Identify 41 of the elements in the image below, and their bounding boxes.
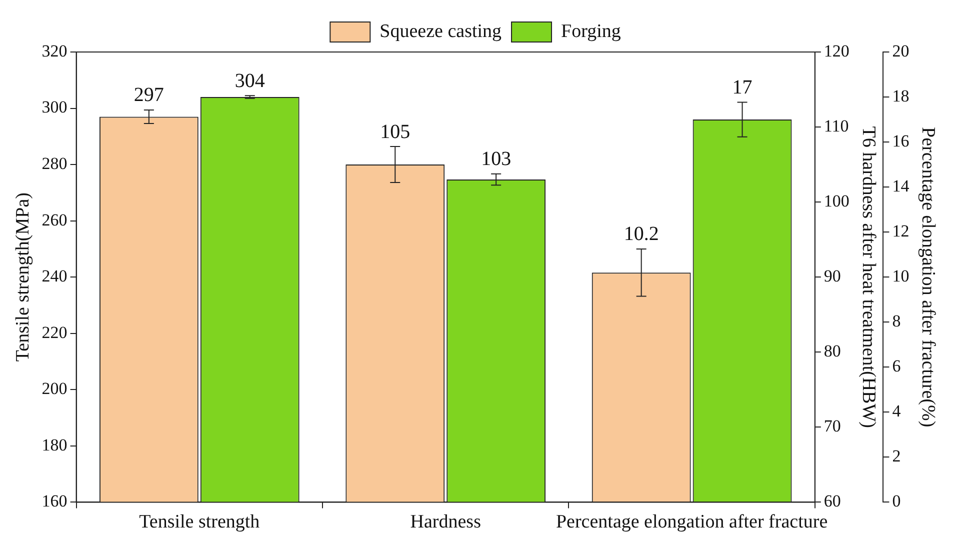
y3-tick-label: 12 — [892, 222, 910, 241]
data-label: 105 — [380, 120, 410, 143]
y-tick-label: 300 — [42, 98, 68, 117]
y3-tick-label: 2 — [892, 446, 901, 466]
y-tick-label: 220 — [42, 322, 68, 342]
y2-axis-title: T6 hardness after heat treatment(HBW) — [858, 126, 879, 428]
data-label: 17 — [732, 76, 752, 98]
legend-label: Squeeze casting — [380, 20, 502, 42]
x-tick-label: Hardness — [410, 512, 481, 533]
y2-tick-label: 80 — [824, 342, 841, 361]
y3-tick-label: 6 — [892, 356, 901, 376]
y-tick-label: 260 — [42, 210, 68, 230]
data-label: 297 — [134, 84, 164, 106]
x-tick-label: Tensile strength — [139, 512, 260, 533]
y-tick-label: 200 — [42, 379, 68, 398]
data-label: 10.2 — [624, 223, 659, 246]
y-tick-label: 160 — [42, 492, 68, 511]
y2-tick-label: 120 — [824, 41, 850, 60]
y3-tick-label: 20 — [892, 41, 910, 60]
data-label: 103 — [481, 148, 512, 170]
y-tick-label: 240 — [42, 266, 68, 286]
y2-tick-label: 70 — [824, 416, 841, 436]
y-tick-label: 180 — [42, 435, 68, 454]
y3-tick-label: 8 — [892, 312, 901, 331]
legend-label: Forging — [561, 20, 622, 42]
y3-axis-title: Percentage elongation after fracture(%) — [918, 127, 939, 428]
y2-tick-label: 100 — [824, 192, 850, 211]
y2-tick-label: 110 — [824, 116, 849, 136]
y-axis-title: Tensile strength(MPa) — [12, 192, 34, 362]
x-tick-label: Percentage elongation after fracture — [556, 512, 828, 533]
data-label: 304 — [234, 70, 265, 92]
y3-tick-label: 10 — [892, 266, 910, 286]
y-tick-label: 280 — [42, 154, 68, 174]
y3-tick-label: 16 — [892, 132, 910, 151]
y3-tick-label: 0 — [892, 492, 901, 511]
y-tick-label: 320 — [42, 41, 68, 60]
y3-tick-label: 14 — [892, 176, 910, 196]
y3-tick-label: 18 — [892, 86, 910, 106]
y2-tick-label: 60 — [824, 492, 841, 511]
y2-tick-label: 90 — [824, 266, 841, 286]
y3-tick-label: 4 — [892, 402, 902, 421]
